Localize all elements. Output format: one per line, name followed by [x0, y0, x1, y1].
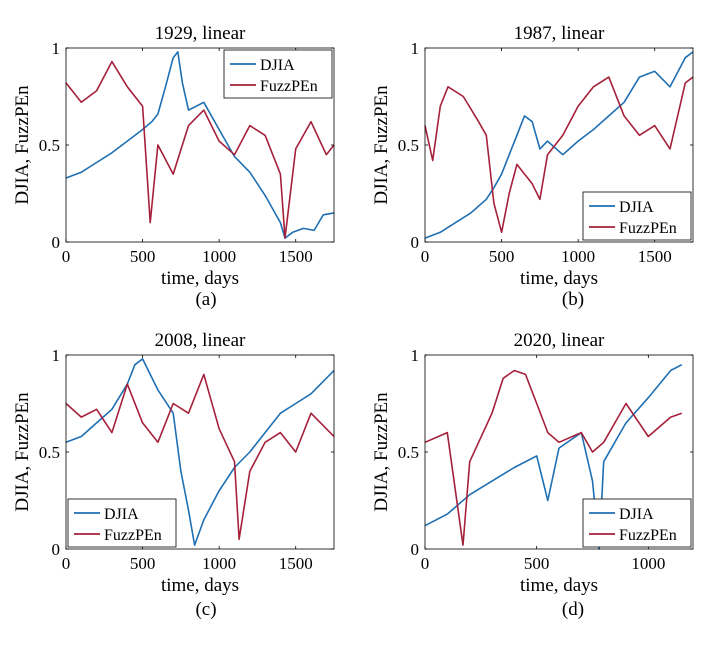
x-tick-label: 0 — [62, 247, 71, 266]
panel-caption: (c) — [195, 599, 216, 620]
series-line-djia — [65, 51, 335, 239]
panel-caption: (a) — [195, 289, 216, 310]
legend-label: FuzzPEn — [104, 527, 162, 544]
series-line-djia — [424, 51, 694, 239]
x-tick-label: 500 — [130, 247, 156, 266]
x-tick-label: 1000 — [202, 247, 236, 266]
legend-label: DJIA — [619, 506, 654, 523]
y-tick-label: 1 — [52, 39, 61, 58]
x-tick-label: 500 — [130, 554, 156, 573]
x-tick-label: 0 — [421, 247, 430, 266]
x-tick-label: 1500 — [279, 247, 313, 266]
panel-2 — [424, 47, 694, 243]
y-tick-label: 0 — [411, 540, 420, 559]
y-tick-label: 0 — [411, 233, 420, 252]
panel-caption: (d) — [562, 599, 584, 620]
y-tick-label: 1 — [411, 39, 420, 58]
y-tick-label: 0.5 — [39, 443, 60, 462]
y-axis-label: DJIA, FuzzPEn — [12, 85, 33, 205]
series-line-fuzzpen — [65, 60, 335, 239]
y-tick-label: 0.5 — [39, 136, 60, 155]
panel-title: 2008, linear — [155, 330, 246, 351]
y-tick-label: 0 — [52, 540, 61, 559]
legend-label: FuzzPEn — [619, 527, 677, 544]
legend-label: DJIA — [104, 506, 139, 523]
x-tick-label: 500 — [489, 247, 515, 266]
x-tick-label: 500 — [524, 554, 550, 573]
y-axis-label: DJIA, FuzzPEn — [12, 392, 33, 512]
y-tick-label: 1 — [411, 346, 420, 365]
panel-4 — [424, 354, 694, 550]
legend-box — [582, 498, 692, 548]
panel-1 — [65, 47, 335, 243]
y-tick-label: 0.5 — [398, 443, 419, 462]
x-axis-label: time, days — [161, 575, 239, 596]
panel-title: 1929, linear — [155, 23, 246, 44]
x-tick-label: 1000 — [631, 554, 665, 573]
y-axis-label: DJIA, FuzzPEn — [371, 392, 392, 512]
legend-label: DJIA — [260, 57, 295, 74]
x-axis-label: time, days — [520, 575, 598, 596]
x-axis-label: time, days — [520, 268, 598, 289]
x-tick-label: 1000 — [202, 554, 236, 573]
y-tick-label: 0.5 — [398, 136, 419, 155]
series-line-fuzzpen — [424, 76, 694, 234]
legend-label: DJIA — [619, 199, 654, 216]
y-axis-label: DJIA, FuzzPEn — [371, 85, 392, 205]
y-tick-label: 1 — [52, 346, 61, 365]
panel-caption: (b) — [562, 289, 584, 310]
legend-box — [67, 498, 177, 548]
x-axis-label: time, days — [161, 268, 239, 289]
panel-title: 1987, linear — [514, 23, 605, 44]
panel-3 — [65, 354, 335, 550]
series-line-djia — [65, 358, 335, 546]
legend-box — [582, 191, 692, 241]
x-tick-label: 1500 — [279, 554, 313, 573]
series-line-fuzzpen — [424, 369, 683, 546]
x-tick-label: 0 — [62, 554, 71, 573]
x-tick-label: 0 — [421, 554, 430, 573]
y-tick-label: 0 — [52, 233, 61, 252]
x-tick-label: 1000 — [561, 247, 595, 266]
series-line-fuzzpen — [65, 373, 335, 541]
legend-label: FuzzPEn — [619, 220, 677, 237]
panel-title: 2020, linear — [514, 330, 605, 351]
legend-label: FuzzPEn — [260, 78, 318, 95]
legend-box — [223, 49, 333, 99]
x-tick-label: 1500 — [638, 247, 672, 266]
